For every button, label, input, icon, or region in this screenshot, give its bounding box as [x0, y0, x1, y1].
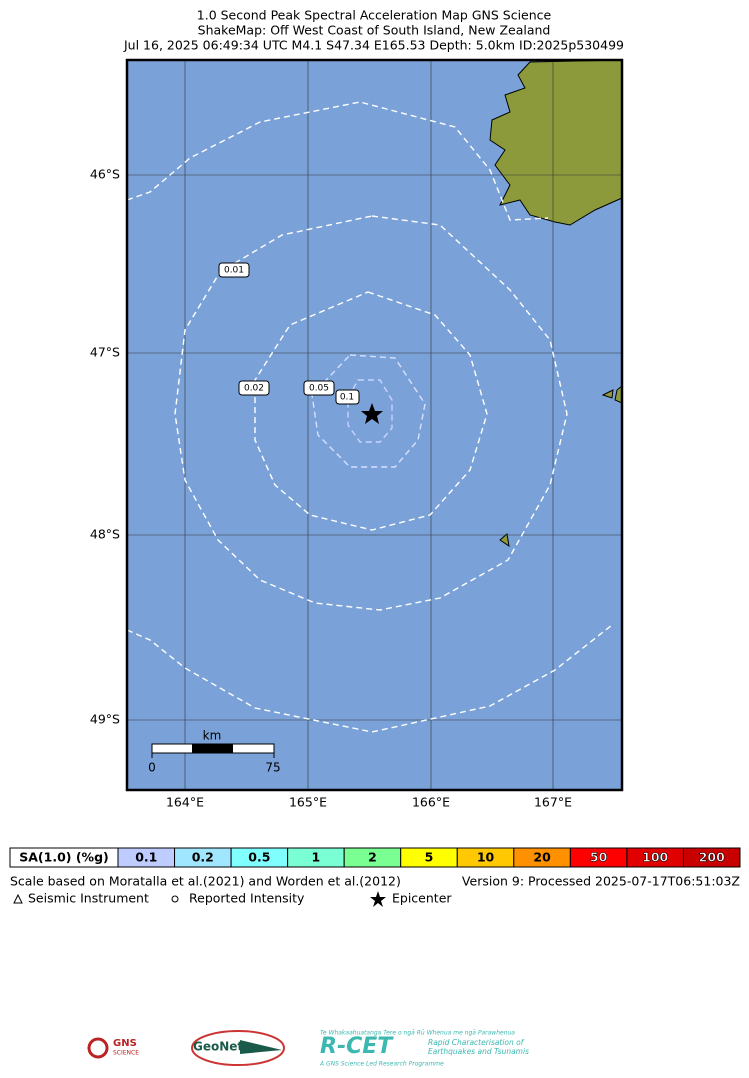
legend-label: 200 [699, 850, 725, 865]
logo-text: Te Whakaahuatanga Tere o ngā Rū Whenua m… [320, 1030, 515, 1037]
contour [311, 354, 426, 468]
logo-text: GeoNet [193, 1040, 243, 1054]
symbol-label: Seismic Instrument [28, 891, 149, 906]
note: Scale based on Moratalla et al.(2021) an… [10, 874, 401, 889]
lon-tick: 167°E [534, 795, 572, 810]
contour [174, 215, 568, 611]
lat-tick: 48°S [90, 527, 120, 542]
island [601, 389, 614, 399]
logo-text: GNS [113, 1038, 137, 1049]
scale-segment [192, 744, 233, 753]
lat-tick: 46°S [90, 167, 120, 182]
contour-label: 0.05 [309, 384, 329, 394]
lon-tick: 166°E [412, 795, 450, 810]
land [489, 59, 623, 548]
lon-tick: 164°E [166, 795, 204, 810]
intensity-symbol [171, 895, 179, 903]
landmass [489, 59, 623, 226]
legend-label: 2 [368, 850, 377, 865]
contour-label: 0.1 [340, 393, 354, 403]
legend-label: 0.5 [248, 850, 270, 865]
logo-text: Earthquakes and Tsunamis [428, 1047, 529, 1056]
contour [126, 101, 549, 221]
label-box [303, 380, 335, 396]
legend-cell [682, 847, 741, 868]
title-line: ShakeMap: Off West Coast of South Island… [198, 23, 551, 38]
map-frame [125, 58, 624, 792]
label-box [335, 389, 360, 405]
epicenter [361, 403, 383, 424]
title-line: Jul 16, 2025 06:49:34 UTC M4.1 S47.34 E1… [123, 38, 624, 53]
logo-text: R-CET [320, 1034, 394, 1059]
legend: SA(1.0) (%g) 0.1 0.2 0.5 1 2 5 10 20 50 100 200 [9, 847, 741, 868]
lat-tick: 49°S [90, 712, 120, 727]
legend-label: 5 [425, 850, 434, 865]
legend-label: 0.2 [192, 850, 214, 865]
logos: GNS SCIENCE GeoNet Te Whakaahuatanga Ter… [87, 1030, 529, 1068]
legend-label: 20 [533, 850, 551, 865]
contour [254, 291, 488, 531]
instrument-symbol [13, 893, 23, 904]
scale-label: 75 [265, 761, 280, 775]
legend-label: 0.1 [135, 850, 157, 865]
scale-unit: km [203, 729, 222, 743]
label-box [218, 262, 250, 278]
logo-text: SCIENCE [113, 1050, 139, 1057]
symbol-label: Reported Intensity [189, 891, 305, 906]
geonet-shape [240, 1040, 282, 1054]
label-box [238, 380, 270, 396]
contour [347, 379, 393, 443]
contour-label: 0.02 [244, 384, 264, 394]
note: Version 9: Processed 2025-07-17T06:51:03… [462, 874, 740, 889]
lon-tick: 165°E [289, 795, 327, 810]
contours [126, 101, 613, 733]
legend-title: SA(1.0) (%g) [19, 850, 109, 865]
title-line: 1.0 Second Peak Spectral Acceleration Ma… [197, 8, 552, 23]
legend-label: 50 [590, 850, 608, 865]
contour [126, 624, 613, 733]
geonet-ring [191, 1030, 285, 1066]
scale-label: 0 [148, 761, 156, 775]
legend-label: 10 [477, 850, 495, 865]
lat-tick: 47°S [90, 345, 120, 360]
logo-text: Rapid Characterisation of [428, 1038, 525, 1047]
logo-text: A GNS Science Led Research Programme [319, 1061, 444, 1068]
contour-labels: 0.01 0.02 0.05 0.1 [218, 262, 360, 405]
island [499, 533, 510, 548]
epicenter-symbol [370, 891, 386, 907]
legend-label: 1 [312, 850, 321, 865]
map: 0.01 0.02 0.05 0.1 km 0 75 46°S 47°S 48°… [90, 58, 624, 810]
gns-icon [87, 1037, 109, 1059]
contour-label: 0.01 [224, 266, 244, 276]
legend-label: 100 [642, 850, 668, 865]
scale-bar: km 0 75 [148, 729, 280, 775]
symbol-label: Epicenter [392, 891, 452, 906]
